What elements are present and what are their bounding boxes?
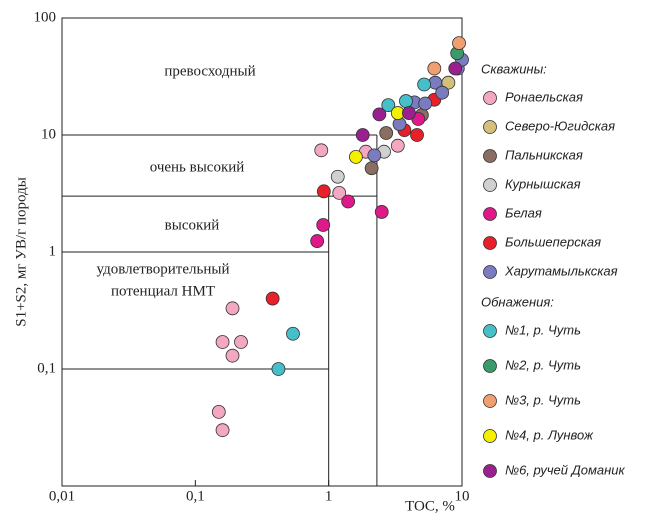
point <box>332 185 347 200</box>
point <box>427 61 442 76</box>
legend-label: Курнышская <box>505 176 581 191</box>
point <box>364 161 379 176</box>
point <box>265 291 280 306</box>
legend-label: №1, р. Чуть <box>505 322 581 337</box>
point <box>379 126 394 140</box>
zone-label: высокий <box>165 217 220 233</box>
legend-label: №2, р. Чуть <box>505 357 581 372</box>
point <box>234 335 248 349</box>
legend-group-title: Обнажения: <box>481 294 554 309</box>
point <box>399 94 413 108</box>
point <box>390 138 405 153</box>
zone-label: очень высокий <box>150 159 245 175</box>
point <box>355 128 370 142</box>
point <box>225 348 240 363</box>
legend-marker <box>483 359 497 373</box>
zone-label: удовлетворительный <box>97 261 230 277</box>
legend-marker <box>483 91 497 105</box>
point <box>314 143 329 158</box>
y-tick-label: 0,1 <box>37 360 56 376</box>
y-tick-label: 10 <box>41 126 56 142</box>
point <box>316 218 331 232</box>
legend-marker <box>483 429 497 443</box>
x-tick-label: 0,1 <box>186 488 205 504</box>
legend-label: Северо-Югидская <box>505 118 615 133</box>
point <box>310 234 325 248</box>
point <box>448 61 463 76</box>
point <box>211 404 226 419</box>
legend-label: №3, р. Чуть <box>505 392 581 407</box>
point <box>374 205 389 219</box>
point <box>286 326 300 341</box>
y-axis-label: S1+S2, мг УВ/г породы <box>13 177 29 327</box>
point <box>372 107 387 122</box>
legend-marker <box>483 236 497 250</box>
y-tick-label: 1 <box>49 243 57 259</box>
x-tick-label: 1 <box>325 488 333 504</box>
legend-marker <box>483 178 497 192</box>
point <box>402 106 416 120</box>
point <box>271 362 286 376</box>
point <box>215 335 230 349</box>
legend-label: Пальникская <box>505 147 583 162</box>
legend-label: Большеперская <box>505 234 601 249</box>
legend-label: №4, р. Лунвож <box>505 427 594 442</box>
legend-marker <box>483 207 497 221</box>
point <box>381 98 396 113</box>
y-tick-label: 100 <box>34 9 57 25</box>
point <box>417 77 432 92</box>
point <box>452 36 466 51</box>
legend-marker <box>483 464 497 478</box>
legend-label: №6, ручей Доманик <box>505 462 626 477</box>
x-tick-label: 10 <box>455 488 470 504</box>
point <box>330 169 345 184</box>
point <box>225 301 240 316</box>
point <box>367 148 382 163</box>
legend-marker <box>483 120 497 134</box>
point <box>215 423 230 438</box>
legend-label: Харутамылькская <box>504 263 618 278</box>
point <box>418 96 433 111</box>
legend-group-title: Скважины: <box>481 61 547 76</box>
legend-marker <box>483 324 497 338</box>
zone-label: потенциал НМТ <box>111 283 215 299</box>
legend-marker <box>483 265 497 279</box>
legend-marker <box>483 149 497 163</box>
x-tick-label: 0,01 <box>49 488 75 504</box>
legend-label: Белая <box>505 205 542 220</box>
legend-marker <box>483 394 497 408</box>
point <box>316 184 331 199</box>
zone-label: превосходный <box>164 63 255 79</box>
point <box>348 149 363 164</box>
point <box>435 85 450 100</box>
point <box>410 128 424 142</box>
x-axis-label: TOC, % <box>405 498 455 514</box>
legend-label: Ронаельская <box>505 89 583 104</box>
point <box>341 194 356 209</box>
